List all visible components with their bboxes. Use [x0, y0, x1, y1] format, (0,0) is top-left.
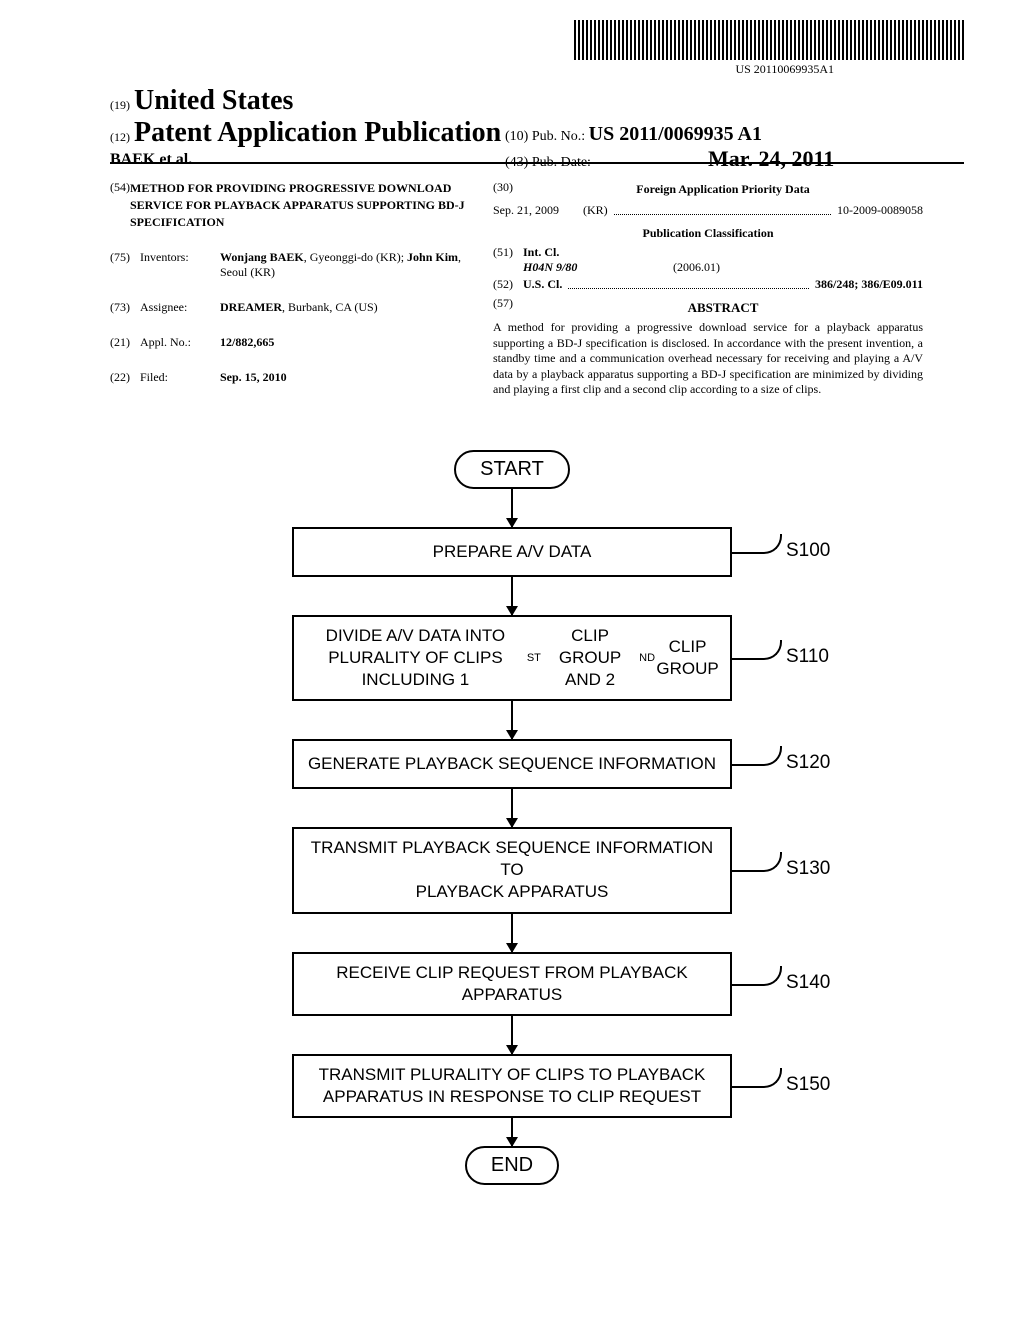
flowchart-process-box: GENERATE PLAYBACK SEQUENCE INFORMATION [292, 739, 732, 789]
connector-curve [762, 746, 782, 766]
filed-label: Filed: [140, 370, 220, 385]
flowchart-process-box: PREPARE A/V DATA [292, 527, 732, 577]
assignee-value: DREAMER, Burbank, CA (US) [220, 300, 480, 315]
pub-no-label: Pub. No.: [532, 129, 585, 144]
intcl-class: H04N 9/80 [523, 260, 673, 275]
pub-no-value: US 2011/0069935 A1 [589, 123, 762, 145]
country-name: United States [134, 85, 293, 116]
intcl-code: (51) [493, 245, 523, 260]
foreign-priority-title: Foreign Application Priority Data [523, 182, 923, 197]
header-right: (10) Pub. No.: US 2011/0069935 A1 (43) P… [505, 123, 834, 172]
flow-arrow [511, 1118, 513, 1146]
connector-line [732, 984, 764, 986]
horizontal-rule [110, 162, 964, 164]
foreign-date: Sep. 21, 2009 [493, 203, 583, 218]
connector-line [732, 764, 764, 766]
flowchart-step-label: S140 [786, 972, 830, 994]
flowchart-step-label: S100 [786, 540, 830, 562]
connector-line [732, 658, 764, 660]
flowchart-end: END [465, 1146, 559, 1185]
barcode-text: US 20110069935A1 [735, 62, 834, 77]
flow-arrow [511, 789, 513, 827]
flowchart-process-box: DIVIDE A/V DATA INTO PLURALITY OF CLIPSI… [292, 615, 732, 701]
flow-arrow [511, 701, 513, 739]
abstract-title: ABSTRACT [523, 300, 923, 316]
abstract-code: (57) [493, 296, 523, 316]
uscl-code: (52) [493, 277, 523, 292]
connector-line [732, 870, 764, 872]
filed-code: (22) [110, 370, 140, 385]
barcode [574, 20, 964, 60]
bibliographic-data: (54) METHOD FOR PROVIDING PROGRESSIVE DO… [110, 180, 964, 399]
pub-classification-title: Publication Classification [493, 226, 923, 241]
foreign-priority-row: Sep. 21, 2009 (KR) 10-2009-0089058 [493, 203, 923, 218]
flowchart-step-wrap: TRANSMIT PLAYBACK SEQUENCE INFORMATION T… [0, 827, 1024, 913]
code-12: (12) [110, 130, 130, 144]
code-19: (19) [110, 98, 130, 112]
flowchart-step-wrap: DIVIDE A/V DATA INTO PLURALITY OF CLIPSI… [0, 615, 1024, 701]
title-code: (54) [110, 180, 130, 230]
connector-curve [762, 966, 782, 986]
pub-date-value: Mar. 24, 2011 [708, 146, 834, 171]
code-10: (10) [505, 129, 528, 144]
header-left: (19) United States (12) Patent Applicati… [110, 85, 501, 169]
flowchart-start: START [454, 450, 570, 489]
authors: BAEK et al. [110, 151, 501, 169]
flow-arrow [511, 489, 513, 527]
intcl-date: (2006.01) [673, 260, 720, 275]
flow-arrow [511, 1016, 513, 1054]
flow-arrow [511, 577, 513, 615]
flowchart-step-wrap: RECEIVE CLIP REQUEST FROM PLAYBACKAPPARA… [0, 952, 1024, 1016]
assignee-label: Assignee: [140, 300, 220, 315]
dotted-leader [568, 277, 809, 289]
flowchart-step-label: S120 [786, 752, 830, 774]
publication-type: Patent Application Publication [134, 117, 501, 148]
connector-curve [762, 1068, 782, 1088]
flowchart: START PREPARE A/V DATA S100 DIVIDE A/V DATA… [0, 450, 1024, 1185]
appl-code: (21) [110, 335, 140, 350]
filed-value: Sep. 15, 2010 [220, 370, 480, 385]
intcl-label: Int. Cl. [523, 245, 559, 260]
foreign-country: (KR) [583, 203, 608, 218]
header: (19) United States (12) Patent Applicati… [110, 85, 964, 169]
foreign-app-number: 10-2009-0089058 [837, 203, 923, 218]
biblio-right-column: (30) Foreign Application Priority Data S… [493, 180, 923, 398]
uscl-label: U.S. Cl. [523, 277, 562, 292]
appl-value: 12/882,665 [220, 335, 480, 350]
appl-label: Appl. No.: [140, 335, 220, 350]
flowchart-step-wrap: GENERATE PLAYBACK SEQUENCE INFORMATION S1… [0, 739, 1024, 789]
flowchart-process-box: RECEIVE CLIP REQUEST FROM PLAYBACKAPPARA… [292, 952, 732, 1016]
flowchart-step-label: S150 [786, 1074, 830, 1096]
connector-curve [762, 640, 782, 660]
assignee-code: (73) [110, 300, 140, 315]
invention-title: METHOD FOR PROVIDING PROGRESSIVE DOWNLOA… [130, 180, 480, 230]
uscl-value: 386/248; 386/E09.011 [815, 277, 923, 292]
flowchart-step-label: S130 [786, 858, 830, 880]
flowchart-process-box: TRANSMIT PLAYBACK SEQUENCE INFORMATION T… [292, 827, 732, 913]
flowchart-step-wrap: TRANSMIT PLURALITY OF CLIPS TO PLAYBACKA… [0, 1054, 1024, 1118]
connector-line [732, 552, 764, 554]
flowchart-step-label: S110 [786, 646, 829, 668]
inventors-code: (75) [110, 250, 140, 280]
inventors-label: Inventors: [140, 250, 220, 280]
flowchart-process-box: TRANSMIT PLURALITY OF CLIPS TO PLAYBACKA… [292, 1054, 732, 1118]
biblio-left-column: (54) METHOD FOR PROVIDING PROGRESSIVE DO… [110, 180, 480, 399]
abstract-text: A method for providing a progressive dow… [493, 320, 923, 398]
flow-arrow [511, 914, 513, 952]
flowchart-step-wrap: PREPARE A/V DATA S100 [0, 527, 1024, 577]
connector-line [732, 1086, 764, 1088]
foreign-code: (30) [493, 180, 523, 197]
dotted-leader [614, 203, 831, 215]
connector-curve [762, 534, 782, 554]
connector-curve [762, 852, 782, 872]
inventors-value: Wonjang BAEK, Gyeonggi-do (KR); John Kim… [220, 250, 480, 280]
